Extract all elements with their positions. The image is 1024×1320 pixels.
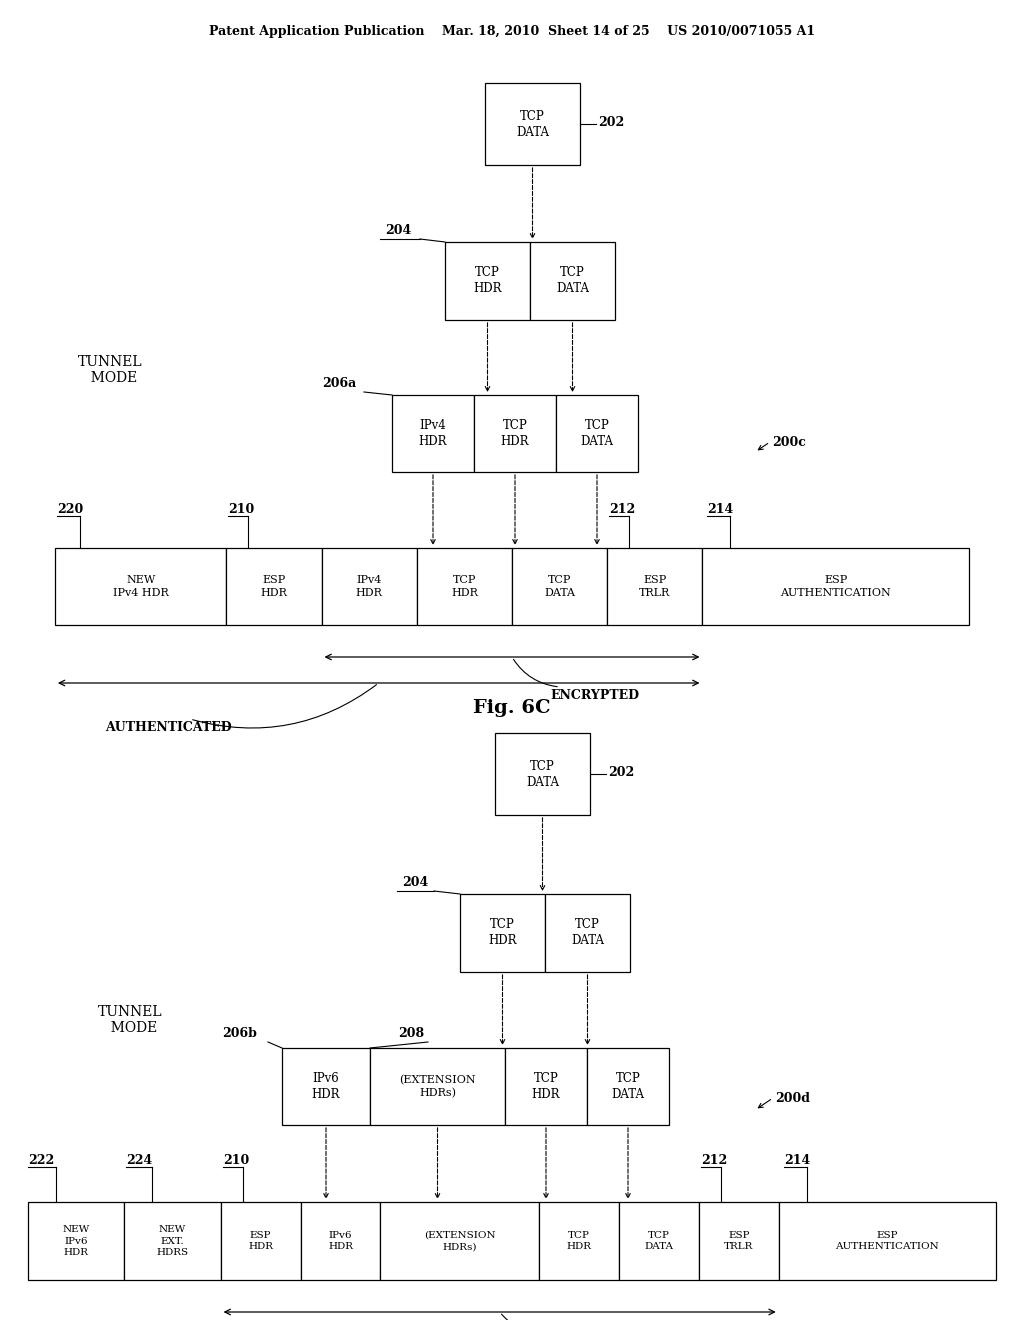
Text: TCP
DATA: TCP DATA [611,1072,644,1101]
Text: NEW
IPv4 HDR: NEW IPv4 HDR [113,576,169,598]
Bar [282,1048,370,1125]
Bar [381,1203,539,1280]
Text: 224: 224 [126,1154,153,1167]
Bar [124,1203,220,1280]
Text: TCP
HDR: TCP HDR [488,919,517,948]
Bar [460,894,545,972]
Text: 208: 208 [398,1027,424,1040]
Bar [698,1203,778,1280]
Text: 202: 202 [608,766,634,779]
Text: IPv4
HDR: IPv4 HDR [419,418,447,447]
Text: 200c: 200c [772,436,806,449]
Text: 212: 212 [609,503,636,516]
Text: 204: 204 [385,224,412,238]
Bar [485,83,580,165]
Bar [505,1048,587,1125]
Text: (EXTENSION
HDRs): (EXTENSION HDRs) [399,1074,476,1098]
Bar [556,395,638,473]
Bar [55,548,226,624]
Text: 214: 214 [783,1154,810,1167]
Text: TCP
DATA: TCP DATA [581,418,613,447]
Text: 204: 204 [402,876,428,888]
Text: 200d: 200d [775,1092,810,1105]
Text: TUNNEL
  MODE: TUNNEL MODE [97,1005,163,1035]
Text: 220: 220 [57,503,83,516]
Text: ESP
TRLR: ESP TRLR [724,1232,754,1251]
Bar [512,548,607,624]
Text: NEW
IPv6
HDR: NEW IPv6 HDR [62,1225,90,1257]
Text: ESP
AUTHENTICATION: ESP AUTHENTICATION [780,576,891,598]
Text: 222: 222 [28,1154,54,1167]
Text: Patent Application Publication    Mar. 18, 2010  Sheet 14 of 25    US 2010/00710: Patent Application Publication Mar. 18, … [209,25,815,38]
Text: IPv4
HDR: IPv4 HDR [355,576,383,598]
Text: TCP
HDR: TCP HDR [531,1072,560,1101]
Text: ESP
HDR: ESP HDR [248,1232,273,1251]
Bar [474,395,556,473]
Text: 212: 212 [700,1154,727,1167]
Text: TCP
HDR: TCP HDR [451,576,478,598]
Text: 210: 210 [222,1154,249,1167]
Text: TCP
DATA: TCP DATA [556,267,589,296]
Text: IPv6
HDR: IPv6 HDR [311,1072,340,1101]
Text: TCP
DATA: TCP DATA [516,110,549,139]
Bar [530,242,615,319]
Bar [618,1203,698,1280]
Text: IPv6
HDR: IPv6 HDR [328,1232,353,1251]
Text: Fig. 6C: Fig. 6C [473,700,551,717]
Text: (EXTENSION
HDRs): (EXTENSION HDRs) [424,1232,496,1251]
Bar [778,1203,996,1280]
Text: TCP
HDR: TCP HDR [501,418,529,447]
Text: TCP
HDR: TCP HDR [473,267,502,296]
Text: ESP
AUTHENTICATION: ESP AUTHENTICATION [836,1232,939,1251]
Bar [28,1203,124,1280]
Text: NEW
EXT.
HDRS: NEW EXT. HDRS [157,1225,188,1257]
Bar [226,548,322,624]
Bar [445,242,530,319]
Text: ENCRYPTED: ENCRYPTED [550,689,639,702]
Bar [220,1203,300,1280]
Bar [607,548,702,624]
Text: TCP
DATA: TCP DATA [644,1232,674,1251]
Bar [417,548,512,624]
Text: 214: 214 [708,503,733,516]
Text: AUTHENTICATED: AUTHENTICATED [105,721,231,734]
Text: ESP
HDR: ESP HDR [260,576,288,598]
Text: 202: 202 [598,116,625,128]
Text: TCP
DATA: TCP DATA [526,759,559,788]
Bar [545,894,630,972]
Bar [370,1048,505,1125]
Text: TCP
HDR: TCP HDR [566,1232,592,1251]
Bar [495,733,590,814]
Text: TUNNEL
  MODE: TUNNEL MODE [78,355,142,385]
Text: TCP
DATA: TCP DATA [571,919,604,948]
Text: 206a: 206a [322,378,356,389]
Bar [300,1203,381,1280]
Bar [322,548,417,624]
Text: 210: 210 [228,503,255,516]
Bar [702,548,969,624]
Text: 206b: 206b [222,1027,257,1040]
Text: ESP
TRLR: ESP TRLR [639,576,671,598]
Text: TCP
DATA: TCP DATA [544,576,575,598]
Bar [392,395,474,473]
Bar [587,1048,669,1125]
Bar [539,1203,618,1280]
